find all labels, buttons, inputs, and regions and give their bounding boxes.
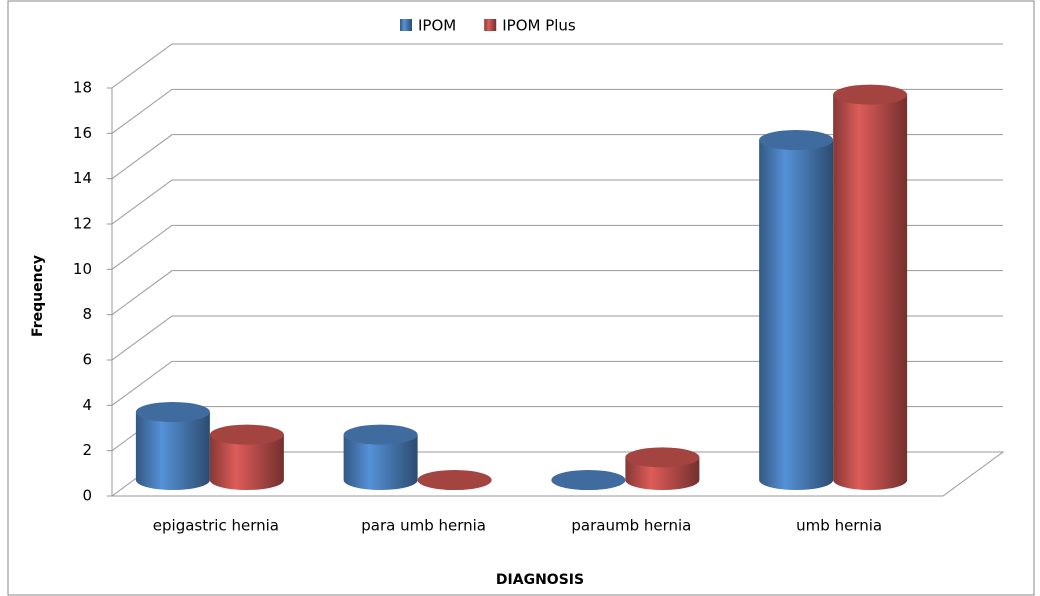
y-tick-label: 6 xyxy=(82,351,92,369)
x-tick-label: para umb hernia xyxy=(361,517,486,535)
x-tick-label: umb hernia xyxy=(796,517,882,535)
cylinder-top xyxy=(625,447,700,468)
y-tick-label: 12 xyxy=(73,215,92,233)
cylinder-body xyxy=(135,412,210,490)
y-tick-label: 10 xyxy=(73,260,92,278)
legend-swatch xyxy=(400,19,412,31)
y-tick-label: 14 xyxy=(73,169,92,187)
x-tick-label: epigastric hernia xyxy=(153,517,279,535)
grid-line xyxy=(111,360,1003,406)
y-tick-label: 8 xyxy=(82,305,92,323)
y-tick-label: 18 xyxy=(73,79,92,97)
grid-line xyxy=(111,134,1003,180)
legend-label: IPOM Plus xyxy=(502,17,576,35)
y-tick-label: 16 xyxy=(73,124,92,142)
y-tick-label: 0 xyxy=(82,487,92,505)
grid-line xyxy=(111,270,1003,316)
chart-frame xyxy=(7,0,1035,596)
grid-line xyxy=(111,315,1003,361)
y-tick-label: 4 xyxy=(82,396,92,414)
grid-line xyxy=(111,88,1003,134)
cylinder-top xyxy=(833,84,908,105)
cylinder-top xyxy=(551,470,626,490)
cylinder-body xyxy=(833,94,908,491)
legend-label: IPOM xyxy=(418,17,456,35)
cylinder-top xyxy=(135,402,210,422)
cylinder-top xyxy=(343,424,418,445)
y-axis-title: Frequency xyxy=(30,255,46,337)
x-axis-title: DIAGNOSIS xyxy=(496,572,584,588)
cylinder-body xyxy=(343,434,418,490)
cylinder-top xyxy=(759,130,834,150)
grid-line xyxy=(111,43,1003,89)
cylinder-top xyxy=(209,424,284,445)
legend-swatch xyxy=(484,19,497,31)
x-tick-label: paraumb hernia xyxy=(571,517,691,535)
cylinder-body xyxy=(209,434,284,490)
cylinder-body xyxy=(759,140,834,490)
grid-line xyxy=(111,224,1003,270)
grid-line xyxy=(111,179,1003,225)
cylinder-top xyxy=(417,470,492,490)
y-tick-label: 2 xyxy=(82,441,92,459)
